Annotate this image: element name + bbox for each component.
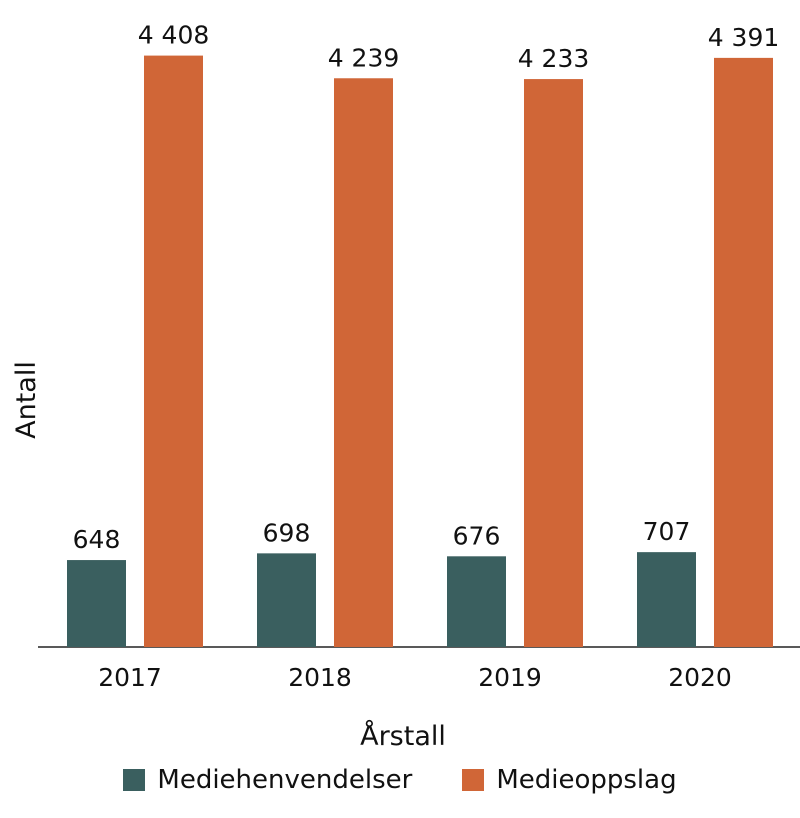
bar-medieoppslag-2019 xyxy=(524,79,583,647)
data-label: 4 233 xyxy=(518,44,590,73)
data-label: 707 xyxy=(643,517,691,546)
x-tick-label: 2019 xyxy=(478,663,542,692)
legend-item-medieoppslag: Medieoppslag xyxy=(462,765,677,795)
bar-mediehenvendelser-2020 xyxy=(637,552,696,647)
legend-label: Medieoppslag xyxy=(496,765,677,795)
legend-item-mediehenvendelser: Mediehenvendelser xyxy=(123,765,412,795)
data-label: 4 408 xyxy=(138,21,210,50)
data-label: 648 xyxy=(73,525,121,554)
x-tick-label: 2018 xyxy=(288,663,352,692)
bar-medieoppslag-2017 xyxy=(144,55,203,648)
y-axis-label: Antall xyxy=(11,361,42,439)
data-label: 4 239 xyxy=(328,43,400,72)
bar-medieoppslag-2020 xyxy=(714,57,773,648)
legend-swatch xyxy=(462,769,485,791)
bar-mediehenvendelser-2018 xyxy=(257,553,316,647)
x-tick-label: 2020 xyxy=(668,663,732,692)
data-label: 676 xyxy=(453,521,501,550)
data-label: 4 391 xyxy=(708,23,780,52)
data-label: 698 xyxy=(263,518,311,547)
x-tick-label: 2017 xyxy=(98,663,162,692)
bar-chart: Årstall Antall 648 4 408 2017 698 4 239 2018 6… xyxy=(11,21,800,752)
x-axis-label: Årstall xyxy=(360,720,446,752)
legend-label: Mediehenvendelser xyxy=(157,765,413,795)
bar-mediehenvendelser-2017 xyxy=(67,560,126,647)
legend: Mediehenvendelser Medieoppslag xyxy=(0,765,800,795)
bar-mediehenvendelser-2019 xyxy=(447,556,506,647)
legend-swatch xyxy=(123,769,146,791)
bar-medieoppslag-2018 xyxy=(334,78,393,647)
